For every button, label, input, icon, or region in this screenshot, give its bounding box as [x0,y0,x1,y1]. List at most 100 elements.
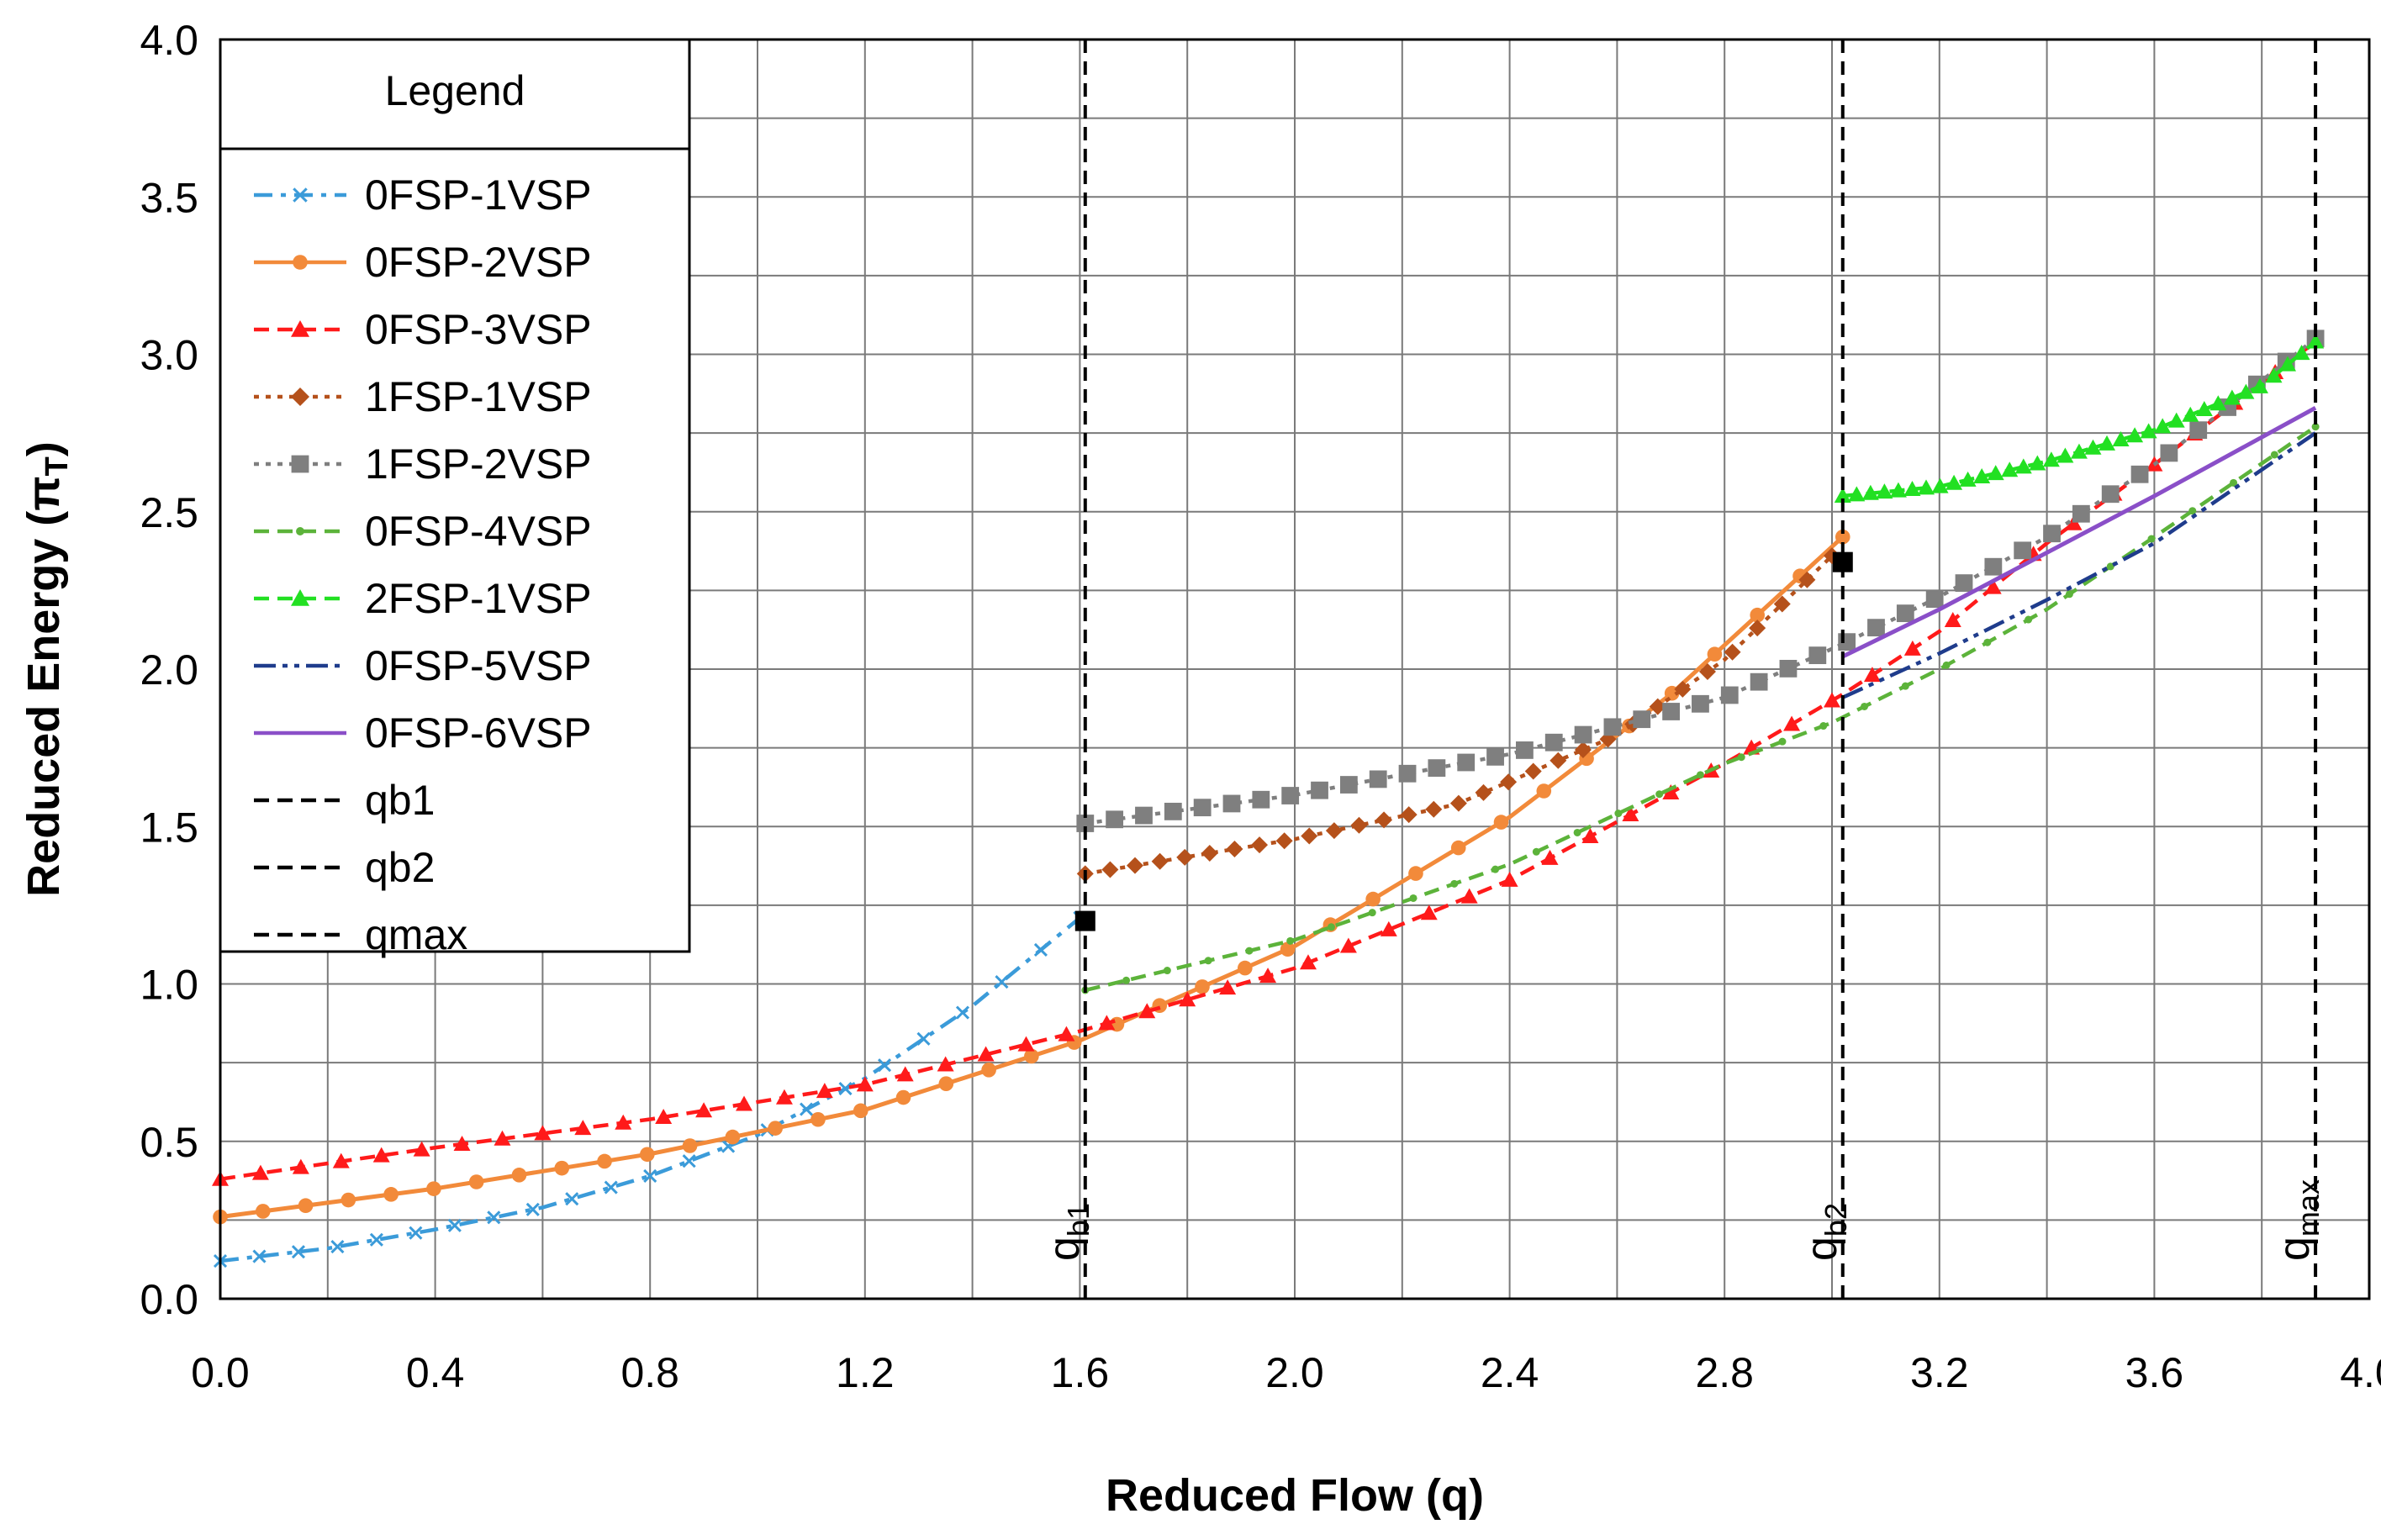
series-point [447,1218,462,1232]
series-point [453,1136,471,1152]
series-point [1901,682,1909,690]
series-point [1460,888,1478,904]
legend-label: 0FSP-3VSP [365,306,592,353]
series-point [1475,783,1492,801]
series-point [1541,849,1559,865]
y-tick-label: 0.0 [140,1276,198,1323]
series-point [768,1121,783,1136]
series-point [1987,465,2004,481]
legend-item: 1FSP-2VSP [254,440,592,488]
series-point [1280,941,1296,957]
series-point [2101,485,2120,504]
series-point [1544,733,1563,752]
series-point [1955,574,1973,593]
legend-label: 2FSP-1VSP [365,575,592,622]
series-point [1219,979,1237,995]
x-tick-label: 3.2 [1910,1349,1969,1396]
x-tick-label: 2.4 [1481,1349,1539,1396]
series-point [1798,571,1816,588]
series-point [1536,783,1552,799]
series-point [2265,367,2283,383]
series-point [413,1141,430,1157]
series-point [1867,619,1885,637]
series-point [937,1056,954,1072]
series-point [1339,937,1357,953]
series-0FSP-4VSP [1081,423,2320,994]
y-tick-label: 4.0 [140,17,198,64]
series-point [1918,479,1935,495]
series-point [1698,662,1716,680]
x-tick-label: 0.4 [406,1349,465,1396]
vline-qb1: qb1 [1040,40,1095,1299]
series-point [525,1202,540,1216]
legend-label: 0FSP-5VSP [365,642,592,689]
y-tick-label: 3.0 [140,332,198,379]
series-1FSP-1VSP [1076,547,1840,883]
series-point [1633,710,1651,729]
series-point [1369,770,1387,788]
series-point [1409,894,1418,902]
series-point [640,1147,655,1163]
series-point [1973,467,1991,483]
vline-label: qb2 [1798,1203,1853,1261]
series-point [1848,486,1866,502]
y-tick-label: 1.0 [140,962,198,1009]
series-point [330,1239,345,1254]
series-point [1311,781,1328,799]
series-point [2043,525,2061,543]
series-point [2307,333,2325,349]
series-point [1574,725,1592,744]
series-point [615,1114,632,1130]
series-point [2279,356,2297,372]
series-point [1327,923,1335,931]
vline-label-sub: b2 [1819,1203,1853,1237]
legend-item: 1FSP-1VSP [254,373,592,420]
legend-item: 0FSP-1VSP [254,171,592,219]
tick-labels: 0.0 0.4 0.8 1.2 1.6 2.0 2.4 2.8 3.2 3.6 4.0 0.0 0.5 1… [140,17,2381,1396]
series-point [2014,458,2032,474]
series-point [2106,562,2114,571]
legend-item: 0FSP-3VSP [254,306,592,353]
x-tick-label: 1.6 [1051,1349,1110,1396]
series-point [468,1174,484,1189]
series-point [291,455,309,473]
series-point [1281,787,1300,804]
series-point [895,1089,911,1105]
y-tick-label: 3.5 [140,174,198,221]
legend: Legend 0FSP-1VSP 0FSP-2VSP 0FSP-3VSP 1FSP-1V… [219,38,691,958]
series-point [2188,507,2197,515]
series-line [1085,425,2317,993]
x-tick-label: 0.8 [620,1349,679,1396]
series-point [2001,461,2019,477]
series-point [1238,960,1253,976]
series-point [1457,753,1476,772]
series-point [2223,389,2241,405]
series-point [1251,836,1269,854]
series-point [1737,753,1745,762]
series-point [252,1249,267,1263]
series-point [2130,465,2149,483]
series-point [1574,741,1592,759]
series-point [298,1198,314,1214]
series-point [1622,805,1639,821]
series-point [2147,535,2156,543]
series-point [372,1147,390,1163]
series-point [1486,747,1504,766]
series-point [1724,643,1741,661]
series-point [1750,672,1768,691]
vline-label-main: q [1040,1237,1089,1261]
series-point [1226,841,1243,858]
series-point [1138,1003,1156,1019]
series-point [1838,633,1856,651]
y-tick-label: 2.0 [140,646,198,694]
series-point [1252,790,1270,809]
series-point [1750,607,1766,623]
series-point [643,1168,657,1184]
series-point [2293,345,2310,361]
series-point [494,1130,511,1146]
series-point [1720,686,1739,704]
series-point [1076,815,1095,832]
series-point [1674,680,1692,698]
series-point [938,1076,954,1091]
